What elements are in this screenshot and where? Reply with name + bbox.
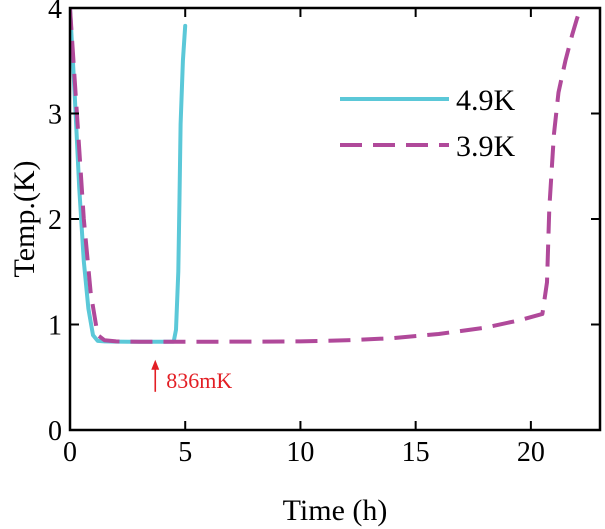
series-line-3-9k bbox=[70, 8, 583, 344]
y-tick-label: 2 bbox=[48, 205, 62, 236]
plot-frame bbox=[68, 6, 602, 432]
y-tick-label: 0 bbox=[48, 416, 62, 447]
annotation-label: 836mK bbox=[166, 368, 232, 393]
y-tick-label: 3 bbox=[48, 100, 62, 131]
y-tick-label: 4 bbox=[48, 0, 62, 25]
x-tick-label: 15 bbox=[402, 437, 430, 468]
y-axis-ticks: 0 1 2 3 4 bbox=[48, 0, 600, 447]
legend: 4.9K 3.9K bbox=[340, 84, 516, 163]
x-axis-ticks: 0 5 10 15 20 bbox=[63, 8, 545, 468]
y-axis-label: Temp.(K) bbox=[8, 160, 41, 277]
annotation-836mk: 836mK bbox=[151, 359, 232, 393]
annotation-arrow-head bbox=[151, 359, 160, 370]
series-line-4-9k bbox=[70, 8, 188, 344]
y-tick-label: 1 bbox=[48, 311, 62, 342]
x-tick-label: 20 bbox=[517, 437, 545, 468]
legend-label-3-9k: 3.9K bbox=[456, 130, 516, 163]
x-tick-label: 0 bbox=[63, 437, 77, 468]
legend-label-4-9k: 4.9K bbox=[456, 84, 516, 117]
x-axis-label: Time (h) bbox=[283, 494, 388, 527]
x-tick-label: 5 bbox=[178, 437, 192, 468]
x-tick-label: 10 bbox=[286, 437, 314, 468]
series-layer bbox=[70, 8, 583, 344]
